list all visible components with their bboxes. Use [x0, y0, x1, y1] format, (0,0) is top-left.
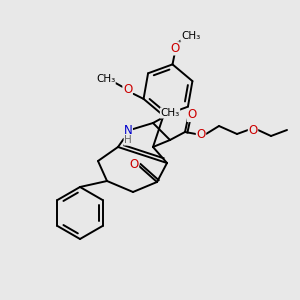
Text: O: O [129, 158, 139, 170]
Text: H: H [124, 135, 132, 145]
Text: CH₃: CH₃ [181, 32, 200, 41]
Text: CH₃: CH₃ [96, 74, 115, 84]
Text: O: O [170, 42, 179, 55]
Text: O: O [188, 109, 196, 122]
Text: O: O [196, 128, 206, 140]
Text: O: O [248, 124, 258, 136]
Text: O: O [123, 83, 132, 96]
Text: CH₃: CH₃ [160, 108, 180, 118]
Text: N: N [124, 124, 132, 137]
